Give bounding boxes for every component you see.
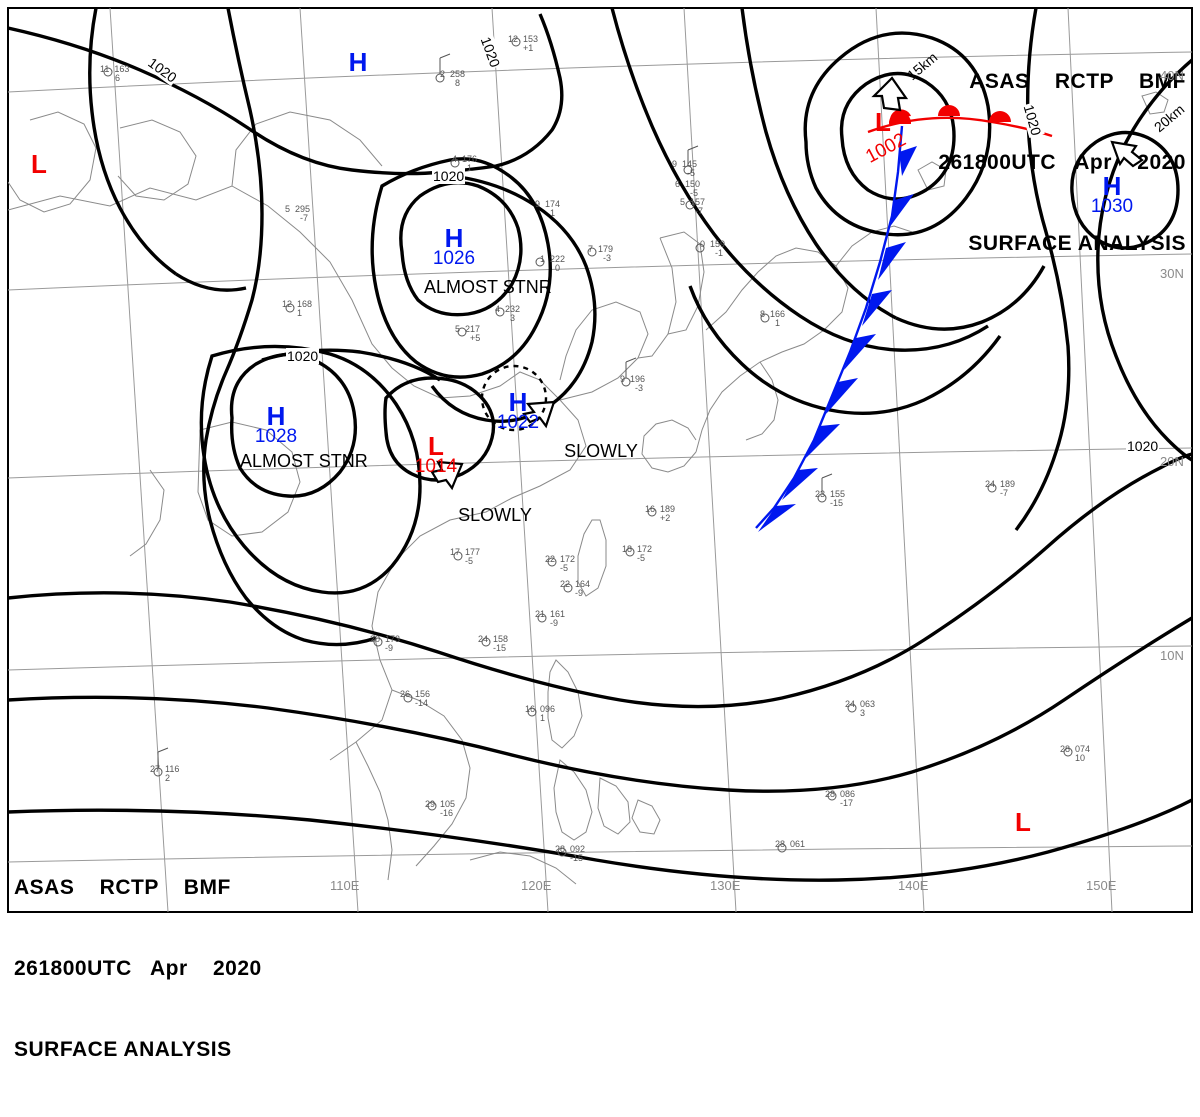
isobar-label: 1020 bbox=[286, 348, 320, 364]
station-plot: 4 176 1 bbox=[452, 154, 478, 173]
station-plot: 26 156 -14 bbox=[400, 689, 431, 708]
low-unlabeled-west: L bbox=[22, 149, 56, 179]
movement-arrows bbox=[430, 76, 1144, 491]
lon-label-150e: 150E bbox=[1086, 878, 1117, 893]
weather-surface-analysis-chart: ASAS RCTP BMF 261800UTC Apr 2020 SURFACE… bbox=[7, 7, 1193, 1061]
isobars bbox=[8, 8, 1192, 882]
station-plot: 12 153 +1 bbox=[508, 34, 539, 53]
isobar-label: 1020 bbox=[432, 168, 466, 184]
station-plot: 21 161 -9 bbox=[535, 609, 566, 628]
high-1022: H 1022 bbox=[488, 387, 548, 433]
station-plot: 18 172 -5 bbox=[622, 544, 653, 563]
station-plot: 22 172 -5 bbox=[545, 554, 576, 573]
station-plot: 6 150 -5 bbox=[675, 179, 701, 198]
station-plot: 9 174 1 bbox=[535, 199, 561, 218]
lon-label-110e: 110E bbox=[330, 878, 360, 893]
cold-front bbox=[755, 125, 917, 532]
footer-line-3: SURFACE ANALYSIS bbox=[14, 1038, 232, 1061]
high-pressure-value: 1028 bbox=[254, 426, 298, 447]
station-plot: 17 177 -5 bbox=[450, 547, 481, 566]
high-1030: H 1030 bbox=[1082, 171, 1142, 217]
low-symbol: L bbox=[875, 107, 891, 137]
station-plot: 29 105 -16 bbox=[425, 799, 456, 818]
station-plot: 8 166 1 bbox=[760, 309, 786, 328]
station-plot: 22 164 -9 bbox=[560, 579, 591, 598]
station-plot: 20 173 -9 bbox=[370, 634, 401, 653]
high-symbol: H bbox=[1102, 171, 1122, 201]
header-line-3: SURFACE ANALYSIS bbox=[968, 232, 1186, 255]
high-1026-movement: ALMOST STNR bbox=[424, 277, 552, 297]
dashed-analysis-circle bbox=[480, 364, 548, 432]
station-plot: 5 295 -7 bbox=[285, 204, 311, 223]
high-symbol: H bbox=[348, 47, 368, 77]
high-pressure-value: 1026 bbox=[432, 248, 476, 269]
movement-text: ALMOST STNR bbox=[424, 277, 552, 297]
station-plot: 28 061 bbox=[775, 839, 806, 849]
high-1028: H 1028 bbox=[246, 401, 306, 447]
header-block: ASAS RCTP BMF 261800UTC Apr 2020 SURFACE… bbox=[938, 14, 1186, 311]
footer-line-2: 261800UTC Apr 2020 bbox=[14, 957, 262, 980]
station-plot: 28 092 -15 bbox=[555, 844, 586, 863]
low-1014: L 1014 bbox=[406, 431, 466, 477]
station-plot: 4 232 3 bbox=[495, 304, 521, 323]
low-pressure-value: 1014 bbox=[414, 456, 458, 477]
isobar-label: 1020 bbox=[1126, 438, 1160, 454]
low-1002: L bbox=[860, 107, 906, 137]
station-plot: 2 258 8 bbox=[440, 69, 466, 88]
movement-text: SLOWLY bbox=[458, 505, 532, 525]
high-1028-movement: ALMOST STNR bbox=[240, 451, 368, 471]
station-plot: 24 158 -15 bbox=[478, 634, 509, 653]
map-canvas bbox=[7, 7, 1193, 913]
station-plot: 9 145 -5 bbox=[672, 159, 698, 178]
movement-text: SLOWLY bbox=[564, 441, 638, 461]
low-symbol: L bbox=[1015, 807, 1031, 837]
high-pressure-value: 1030 bbox=[1090, 196, 1134, 217]
station-plot: 16 189 +2 bbox=[645, 504, 676, 523]
station-plot: 24 063 3 bbox=[845, 699, 876, 718]
high-1022-movement: SLOWLY bbox=[546, 442, 656, 461]
footer-line-1: ASAS RCTP BMF bbox=[14, 876, 231, 899]
high-symbol: H bbox=[266, 401, 286, 431]
high-symbol: H bbox=[508, 387, 528, 417]
lat-label-40n: 40N bbox=[1160, 68, 1184, 83]
station-plot: 0 159 -1 bbox=[700, 239, 726, 258]
lat-label-30n: 30N bbox=[1160, 266, 1184, 281]
high-pressure-value: 1022 bbox=[496, 412, 540, 433]
station-plot: 5 217 +5 bbox=[455, 324, 481, 343]
station-plot: 11 163 6 bbox=[100, 64, 130, 83]
station-plot: 27 116 2 bbox=[150, 764, 180, 783]
lon-label-120e: 120E bbox=[521, 878, 552, 893]
lat-label-10n: 10N bbox=[1160, 648, 1184, 663]
high-1026: H 1026 bbox=[424, 223, 484, 269]
station-plot: 9 196 -3 bbox=[620, 374, 646, 393]
station-plot: 16 096 1 bbox=[525, 704, 556, 723]
station-markers bbox=[103, 37, 1073, 857]
station-plot: 7 179 -3 bbox=[588, 244, 614, 263]
station-plot: 24 189 -7 bbox=[985, 479, 1016, 498]
station-plot: 28 074 10 bbox=[1060, 744, 1091, 763]
station-plot: 28 086 -17 bbox=[825, 789, 856, 808]
header-line-2: 261800UTC Apr 2020 bbox=[938, 151, 1186, 174]
header-line-1: ASAS RCTP BMF bbox=[969, 70, 1186, 93]
high-unlabeled-north: H bbox=[338, 47, 378, 77]
footer-block: ASAS RCTP BMF 261800UTC Apr 2020 SURFACE… bbox=[14, 820, 262, 1117]
station-plot: 5 157 -7 bbox=[680, 197, 706, 216]
low-symbol: L bbox=[428, 431, 444, 461]
high-symbol: H bbox=[444, 223, 464, 253]
lat-label-20n: 20N bbox=[1160, 454, 1184, 469]
station-plot: 1 222 0 bbox=[540, 254, 566, 273]
station-plot: 12 168 1 bbox=[282, 299, 313, 318]
movement-text: ALMOST STNR bbox=[240, 451, 368, 471]
lon-label-140e: 140E bbox=[898, 878, 929, 893]
station-plot: 23 155 -15 bbox=[815, 489, 846, 508]
lon-label-130e: 130E bbox=[710, 878, 741, 893]
low-1014-movement: SLOWLY bbox=[440, 506, 550, 525]
coastlines bbox=[8, 91, 1169, 885]
low-unlabeled-southeast: L bbox=[1006, 807, 1040, 837]
low-symbol: L bbox=[31, 149, 47, 179]
